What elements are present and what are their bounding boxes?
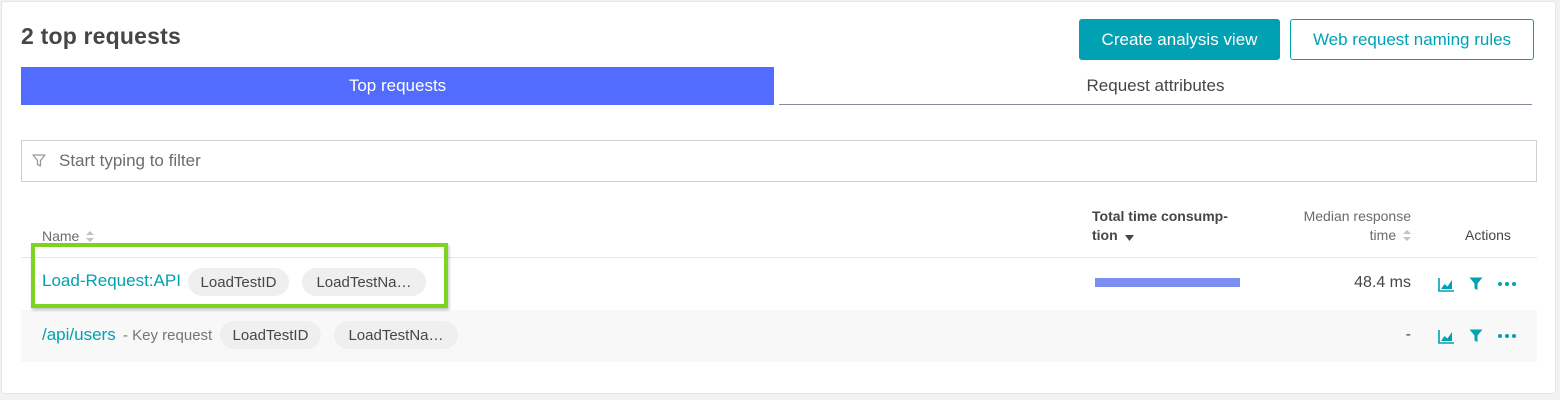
sort-icon [86,228,95,247]
tab-request-attributes[interactable]: Request attributes [779,67,1532,105]
table-header-divider [21,257,1537,258]
column-header-total-time-label: Total time consump- [1092,208,1228,224]
attribute-chip[interactable]: LoadTestNa… [302,268,426,296]
column-header-total-time[interactable]: Total time consump- tion [1092,207,1228,246]
key-request-label: - Key request [123,327,213,344]
request-link-load-request-api[interactable]: Load-Request:API [42,271,181,290]
filter-icon [32,153,48,169]
funnel-icon[interactable] [1466,274,1486,294]
more-icon[interactable] [1497,274,1517,294]
column-header-name[interactable]: Name [42,227,95,247]
tab-label: Top requests [348,76,447,95]
attribute-chip[interactable]: LoadTestNa… [334,321,458,349]
column-header-actions: Actions [1465,227,1511,243]
total-time-bar-fill [1095,278,1240,287]
column-header-median-label-2: time [1369,227,1397,243]
tab-label: Request attributes [1086,75,1225,95]
funnel-icon[interactable] [1466,326,1486,346]
chart-icon[interactable] [1436,326,1456,346]
filter-input[interactable] [59,151,1459,171]
column-header-total-time-label-2: tion [1092,227,1118,243]
more-icon[interactable] [1497,326,1517,346]
column-header-median[interactable]: Median response time [1268,207,1411,246]
table-row: Load-Request:API LoadTestID LoadTestNa… … [21,258,1537,310]
total-time-bar [1095,278,1240,287]
chart-icon[interactable] [1436,274,1456,294]
filter-box [21,140,1537,182]
column-header-median-label: Median response [1303,208,1411,224]
create-analysis-view-button[interactable]: Create analysis view [1079,19,1280,60]
attribute-chip[interactable]: LoadTestID [188,268,289,296]
tab-top-requests[interactable]: Top requests [21,67,774,105]
page-title: 2 top requests [21,23,182,49]
attribute-chip[interactable]: LoadTestID [220,321,321,349]
median-response-time: - [1405,326,1411,343]
sort-icon [1403,227,1411,246]
web-request-naming-rules-button[interactable]: Web request naming rules [1290,19,1534,60]
sort-desc-icon [1124,227,1134,246]
column-header-name-label: Name [42,228,80,244]
median-response-time: 48.4 ms [1354,274,1411,291]
table-row: /api/users - Key request LoadTestID Load… [21,310,1537,362]
request-link-api-users[interactable]: /api/users [42,325,116,344]
